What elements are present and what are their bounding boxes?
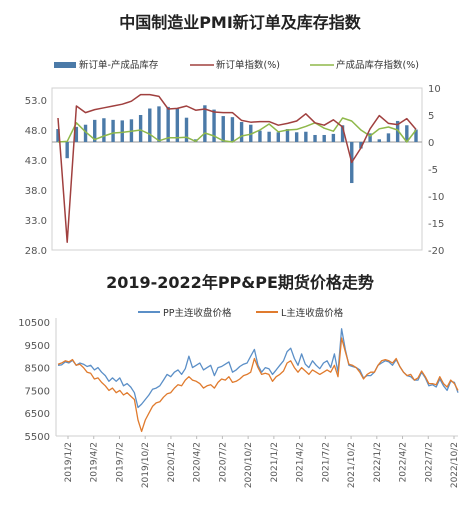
chart1-lines (57, 93, 417, 243)
chart1-bar (120, 120, 124, 142)
chart1-left-tick: 43.0 (25, 156, 47, 167)
chart1-right-tick: 0 (428, 138, 434, 149)
chart2-y-tick: 6500 (25, 409, 50, 420)
chart2-pp-line (57, 328, 459, 409)
chart2-legend-l-label: L主连收盘价格 (281, 307, 344, 319)
chart2-y-tick: 10500 (18, 318, 50, 329)
chart1-bar (230, 117, 235, 142)
chart2-axes: 10500 9500 8500 7500 6500 5500 2019/1/2 2019/4/… (18, 318, 460, 488)
chart2-lines (57, 328, 459, 433)
chart2-x-tick: 2021/10/2 (347, 442, 357, 488)
chart1-right-tick: -10 (428, 192, 444, 203)
chart1-bar (212, 109, 216, 142)
chart1-bar (313, 134, 317, 142)
chart1-bar (74, 126, 79, 142)
chart2-x-tick: 2019/10/2 (141, 442, 151, 488)
chart1-legend-bar-label: 新订单-产成品库存 (79, 59, 159, 71)
chart2-y-tick: 8500 (25, 364, 50, 375)
chart2-l-line (57, 337, 459, 433)
chart1-bar (294, 132, 299, 142)
chart1-bar (111, 119, 115, 142)
chart2-x-tick: 2022/1/2 (373, 442, 383, 482)
chart1-title: 中国制造业PMI新订单及库存指数 (119, 13, 362, 32)
chart1-bar (221, 116, 225, 142)
chart2-x-tick: 2022/4/2 (399, 442, 409, 482)
chart1-inventory-line (57, 117, 417, 143)
chart1-right-tick: -15 (428, 219, 444, 230)
chart1-bar (148, 108, 152, 142)
chart1-legend-inventory-label: 产成品库存指数(%) (336, 59, 419, 71)
chart1-bar (377, 139, 381, 142)
chart2-legend-pp-label: PP主连收盘价格 (163, 307, 232, 319)
chart1-axes: 53.0 48.0 43.0 38.0 33.0 28.0 10 5 0 -5 -10 -15 -20 (25, 84, 445, 257)
chart2-x-tick: 2020/4/2 (193, 442, 203, 482)
chart1-plot-frame (51, 87, 423, 251)
chart1-bar (359, 142, 363, 149)
chart1-bar (304, 131, 308, 142)
chart1-bar (249, 124, 253, 142)
chart1-bar (166, 106, 170, 142)
chart1-bar (239, 122, 244, 142)
chart1-left-tick: 53.0 (25, 96, 47, 107)
chart1-legend: 新订单-产成品库存 新订单指数(%) 产成品库存指数(%) (54, 59, 419, 71)
chart1-left-tick: 38.0 (25, 186, 47, 197)
chart1-bar (276, 132, 281, 142)
chart1-bar (102, 118, 106, 142)
chart1-bar (138, 115, 143, 142)
chart2-x-tick: 2021/1/2 (270, 442, 280, 482)
chart1-bar (340, 125, 345, 142)
chart1-bar (386, 133, 391, 142)
chart2-x-tick: 2022/10/2 (450, 442, 460, 488)
chart2-x-tick: 2020/7/2 (218, 442, 228, 482)
chart2-y-tick: 5500 (25, 432, 50, 443)
chart2-y-tick: 7500 (25, 386, 50, 397)
chart1-right-tick: 5 (428, 111, 434, 122)
chart2-x-tick: 2019/4/2 (90, 442, 100, 482)
chart2-x-tick: 2022/7/2 (424, 442, 434, 482)
chart1-legend-bar-swatch (54, 62, 76, 68)
chart2-x-tick: 2020/10/2 (244, 442, 254, 488)
chart1-bar (93, 119, 97, 142)
chart1-bar (285, 129, 290, 142)
chart1-legend-neworder-label: 新订单指数(%) (216, 59, 280, 71)
chart1-right-tick: 10 (428, 84, 441, 95)
chart2-x-tick: 2019/7/2 (115, 442, 125, 482)
chart1-bar (414, 129, 418, 142)
chart1-left-tick: 48.0 (25, 126, 47, 137)
chart2-y-tick: 9500 (25, 341, 50, 352)
chart1-bar (56, 129, 60, 142)
chart2-x-tick: 2021/4/2 (296, 442, 306, 482)
chart2-x-tick: 2020/1/2 (167, 442, 177, 482)
chart1-left-tick: 28.0 (25, 246, 47, 257)
chart1-bar (65, 142, 69, 159)
chart1-bar (83, 124, 88, 142)
chart1-bar (184, 117, 189, 142)
chart1-bar (368, 133, 372, 142)
chart1-bar (405, 125, 409, 142)
chart1-bar (331, 133, 336, 142)
chart2-legend: PP主连收盘价格 L主连收盘价格 (138, 307, 344, 319)
chart1-bar (203, 105, 207, 142)
chart2-title: 2019-2022年PP&PE期货价格走势 (106, 273, 374, 292)
chart2-x-tick: 2021/7/2 (321, 442, 331, 482)
chart1-right-tick: -20 (428, 246, 444, 257)
chart1-neworder-line (57, 93, 417, 243)
chart2-x-tick: 2019/1/2 (64, 442, 74, 482)
chart1-bar (395, 120, 400, 142)
chart1-bar (258, 130, 262, 142)
chart1-right-tick: -5 (428, 165, 438, 176)
chart1-bar (175, 108, 180, 142)
chart1-bar (322, 134, 326, 142)
chart1-left-tick: 33.0 (25, 216, 47, 227)
chart1-bar (267, 131, 271, 142)
chart1-bar (157, 106, 161, 142)
